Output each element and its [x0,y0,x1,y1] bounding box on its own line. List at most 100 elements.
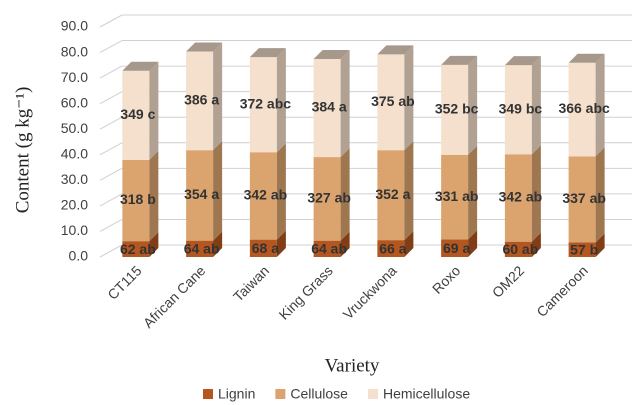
data-label: 57 b [570,241,598,257]
data-label: 349 c [120,106,155,122]
data-label: 64 ab [184,241,220,257]
legend-label: Cellulose [290,386,348,402]
bar-side [149,61,159,160]
legend-label: Lignin [218,386,255,402]
bar-side [149,150,159,242]
data-label: 386 a [184,92,219,108]
data-label: 66 a [379,240,406,256]
data-label: 64 ab [311,241,347,257]
bar-segment [504,241,532,257]
data-label: 60 ab [502,241,538,257]
data-label: 69 a [443,240,470,256]
grid-line [99,65,123,79]
bar-side [213,231,223,257]
data-label: 331 ab [435,188,479,204]
grid-line [99,244,123,258]
bar-side [340,231,350,257]
bar-top [249,48,286,58]
bar-side [595,147,605,243]
data-label: 372 abc [240,95,292,111]
bar-segment [186,150,214,241]
bar-side [595,53,605,157]
grid-line [99,167,123,181]
bar-segment [504,154,532,242]
grid-line [99,40,123,53]
x-tick-label: CT115 [104,262,144,302]
data-label: 327 ab [307,190,351,206]
bar-side [340,49,350,158]
x-tick-label: Taiwan [230,262,272,304]
data-label: 384 a [312,99,347,115]
bar-side [213,141,223,241]
y-tick-label: 60.0 [61,94,88,110]
bar-segment [313,240,341,257]
data-label: 62 ab [120,241,156,257]
bar-segment [122,159,150,242]
bar-top [504,56,541,66]
bar-segment [249,57,277,153]
data-label: 342 ab [244,187,288,203]
bar-segment [504,65,532,155]
x-tick-label: OM22 [489,262,527,300]
x-tick-label: African Cane [140,262,209,331]
y-tick-label: 80.0 [61,43,88,59]
grid-line [99,14,123,28]
x-tick-label: Roxo [429,262,464,297]
bar-segment [441,154,469,240]
grid-line [99,116,123,130]
data-label: 354 a [184,186,219,202]
bar-top [441,55,478,65]
bar-segment [249,152,277,240]
bar-side [531,145,541,242]
bar-side [531,56,541,155]
x-tick-label: King Grass [276,262,336,322]
x-tick-label: Vruckwona [340,262,400,322]
bar-segment [377,240,405,257]
bar-side [531,232,541,257]
legend-swatch [203,389,213,399]
bar-side [595,233,605,257]
bar-side [276,48,286,153]
data-label: 375 ab [371,93,415,109]
y-tick-label: 10.0 [61,222,88,238]
x-axis-label: Variety [325,355,380,376]
data-label: 352 a [375,186,410,202]
bar-top [313,49,350,59]
y-tick-label: 30.0 [61,171,88,187]
bar-side [468,55,478,155]
data-label: 337 ab [562,190,606,206]
data-label: 349 bc [499,100,543,116]
bar-top [186,42,223,52]
y-tick-label: 20.0 [61,197,88,213]
bar-side [276,143,286,240]
bar-segment [377,54,405,151]
bar-segment [568,156,596,243]
grid-line [99,219,123,232]
data-label: 318 b [120,191,156,207]
y-tick-label: 50.0 [61,120,88,136]
bar-top [122,61,159,71]
bar-segment [377,150,405,241]
grid-line [99,91,123,105]
y-tick-label: 70.0 [61,69,88,85]
bar-side [276,230,286,257]
legend-swatch [367,389,378,399]
data-label: 366 abc [558,100,610,116]
data-label: 352 bc [435,101,479,117]
bar-side [404,231,414,257]
bar-side [468,230,478,257]
data-label: 342 ab [499,189,543,205]
legend-label: Hemicellulose [383,386,470,402]
y-tick-label: 90.0 [61,18,88,34]
y-tick-label: 40.0 [61,145,88,161]
bar-top [377,45,414,55]
bar-segment [313,58,341,158]
bar-side [404,141,414,241]
bar-segment [441,64,469,155]
grid-line [99,142,123,156]
bar-segment [186,51,214,151]
bar-segment [441,239,469,257]
y-tick-label: 0.0 [69,248,89,264]
bar-segment [313,157,341,241]
